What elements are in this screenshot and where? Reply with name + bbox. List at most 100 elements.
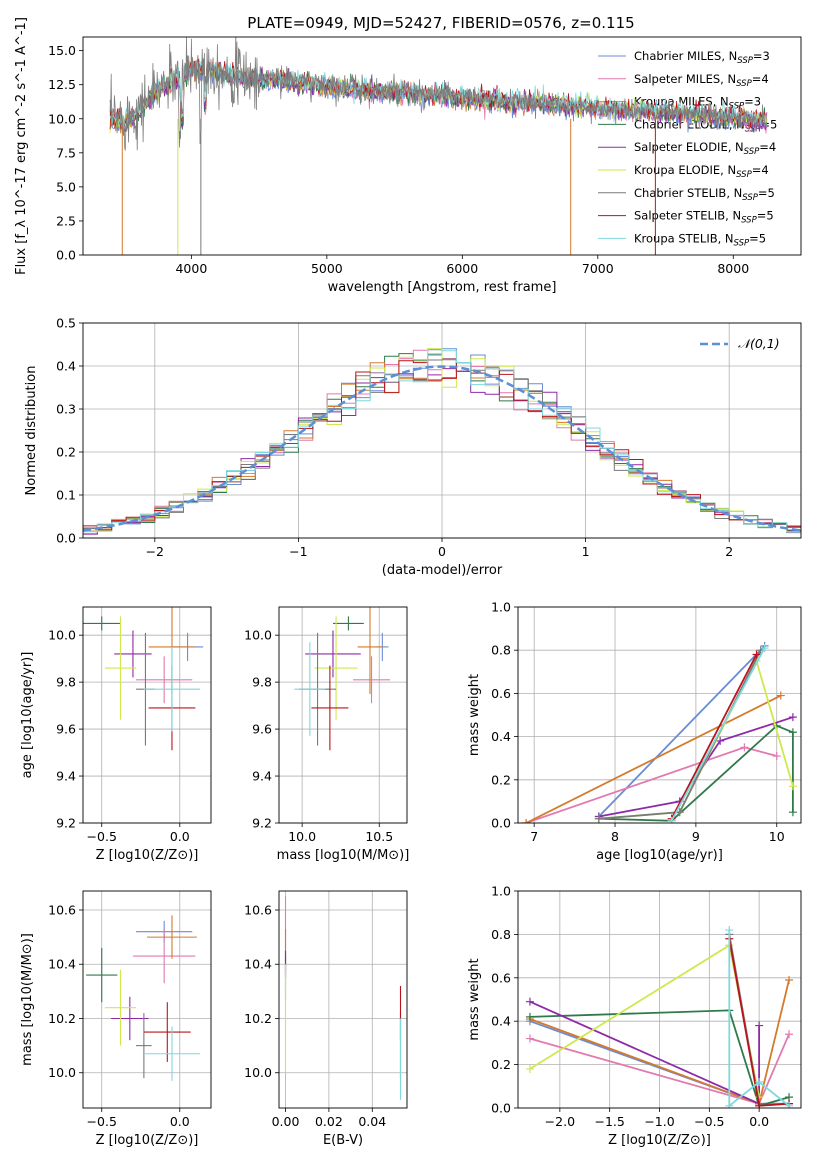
mass_z-points [86, 915, 201, 1081]
x-tick-label: 9 [692, 829, 700, 844]
y-axis-label: mass weight [467, 674, 482, 756]
x-axis-label: Z [log10(Z/Z⊙)] [608, 1133, 711, 1148]
mass-weight-marker [525, 1034, 534, 1043]
mass-weight-line [529, 1000, 760, 1106]
age_z-frame [82, 606, 212, 824]
x-tick-label: −0.5 [87, 829, 117, 844]
y-tick-label: 2.5 [56, 213, 76, 228]
weight_age-lines [522, 641, 797, 823]
x-tick-label: 2 [725, 544, 733, 559]
spectrum-plot [109, 37, 768, 255]
x-tick-label: −2 [146, 544, 164, 559]
legend-label: Salpeter ELODIE, NSSP=4 [634, 140, 776, 157]
x-axis-label: age [log10(age/yr)] [596, 848, 723, 863]
y-axis-label: mass weight [467, 958, 482, 1040]
x-axis-label: (data-model)/error [382, 563, 503, 578]
y-tick-label: 5.0 [56, 179, 76, 194]
mass-weight-line [525, 694, 782, 823]
x-tick-label: 0.04 [358, 1114, 386, 1129]
mass-weight-marker [772, 752, 781, 761]
y-tick-label: 0.3 [56, 402, 76, 417]
y-tick-label: 10.6 [244, 902, 272, 917]
mass-weight-marker [740, 743, 749, 752]
residual-histogram-series [83, 350, 801, 536]
age_z-axes: −0.5 0.0 9.2 9.4 9.6 9.8 10.0 Z [log10(Z/Z⊙)] ag… [20, 607, 211, 863]
weight_z-lines [525, 926, 794, 1108]
x-tick-label: 10.0 [288, 829, 316, 844]
y-tick-label: 9.4 [56, 769, 76, 784]
x-tick-label: 0.02 [315, 1114, 343, 1129]
y-tick-label: 0.4 [56, 359, 76, 374]
y-tick-label: 9.2 [56, 816, 76, 831]
y-tick-label: 0.6 [491, 970, 511, 985]
mass_ebv-points [284, 896, 402, 1100]
x-axis-label: Z [log10(Z/Z⊙)] [96, 1133, 199, 1148]
x-tick-label: 10 [769, 829, 785, 844]
mass-weight-marker [725, 1101, 734, 1108]
y-tick-label: 10.0 [48, 628, 76, 643]
weight_z-frame [517, 890, 802, 1109]
x-tick-label: −2.0 [545, 1114, 575, 1129]
mass-weight-marker [785, 1101, 794, 1108]
y-tick-label: 9.6 [252, 722, 272, 737]
x-tick-label: 5000 [311, 261, 343, 276]
residuals-frame [82, 322, 802, 539]
y-tick-label: 12.5 [48, 77, 76, 92]
x-tick-label: 1 [582, 544, 590, 559]
x-tick-label: 0.0 [170, 829, 190, 844]
x-axis-label: mass [log10(M/M⊙)] [277, 848, 410, 863]
mass-weight-line [598, 645, 766, 818]
y-tick-label: 0.8 [491, 643, 511, 658]
x-tick-label: −1.0 [644, 1114, 674, 1129]
legend-label: Salpeter STELIB, NSSP=5 [634, 209, 774, 226]
mass-weight-marker [760, 644, 769, 653]
figure-title: PLATE=0949, MJD=52427, FIBERID=0576, z=0… [247, 14, 634, 32]
y-tick-label: 0.0 [56, 248, 76, 263]
x-tick-label: 8 [611, 829, 619, 844]
y-tick-label: 0.1 [56, 488, 76, 503]
weight_age-axes: 7 8 9 10 0.0 0.2 0.4 0.6 0.8 1.0 age [log10(age/yr… [467, 600, 801, 863]
x-tick-label: 7 [530, 829, 538, 844]
x-tick-label: −1 [289, 544, 307, 559]
y-tick-label: 10.4 [48, 957, 76, 972]
mass-weight-marker [594, 814, 603, 823]
mass_ebv-frame [278, 890, 408, 1109]
mass-weight-marker [725, 926, 734, 935]
mass-weight-line [670, 647, 766, 822]
weight_age-frame [517, 606, 802, 824]
y-tick-label: 9.8 [252, 675, 272, 690]
x-tick-label: 10.5 [365, 829, 393, 844]
legend-label: Salpeter MILES, NSSP=4 [634, 72, 769, 89]
mass-weight-marker [788, 713, 797, 722]
mass-weight-marker [755, 1077, 764, 1086]
y-axis-label: Normed distribution [24, 366, 39, 496]
y-tick-label: 1.0 [491, 600, 511, 615]
x-axis-label: Z [log10(Z/Z⊙)] [96, 848, 199, 863]
mass-weight-marker [788, 782, 797, 791]
spectrum-axes: 4000 5000 6000 7000 8000 0.0 2.5 5.0 7.5 10.0 12.5… [14, 17, 749, 295]
y-tick-label: 0.6 [491, 686, 511, 701]
y-tick-label: 0.0 [491, 1101, 511, 1116]
x-axis-label: wavelength [Angstrom, rest frame] [328, 280, 557, 295]
x-tick-label: −0.5 [694, 1114, 724, 1129]
mass-weight-marker [785, 975, 794, 984]
y-tick-label: 9.2 [252, 816, 272, 831]
residual-legend-label: 𝒩(0,1) [738, 336, 780, 351]
x-tick-label: 7000 [582, 261, 614, 276]
legend-label: Chabrier STELIB, NSSP=5 [634, 186, 775, 203]
mass-weight-marker [788, 808, 797, 817]
x-axis-label: E(B-V) [323, 1133, 363, 1148]
y-tick-label: 0.2 [491, 772, 511, 787]
x-tick-label: −0.5 [87, 1114, 117, 1129]
y-tick-label: 15.0 [48, 43, 76, 58]
mass_z-frame [82, 890, 212, 1109]
legend-label: Kroupa STELIB, NSSP=5 [634, 231, 766, 248]
y-axis-label: Flux [f_λ 10^-17 erg cm^-2 s^-1 A^-1] [14, 17, 29, 275]
y-tick-label: 9.6 [56, 722, 76, 737]
mass-weight-marker [525, 1012, 534, 1021]
mass-weight-line [728, 930, 790, 1108]
age_mass-axes: 10.0 10.5 9.2 9.4 9.6 9.8 10.0 mass [log10(M/M⊙… [244, 607, 409, 863]
age_mass-frame [278, 606, 408, 824]
y-tick-label: 9.8 [56, 675, 76, 690]
